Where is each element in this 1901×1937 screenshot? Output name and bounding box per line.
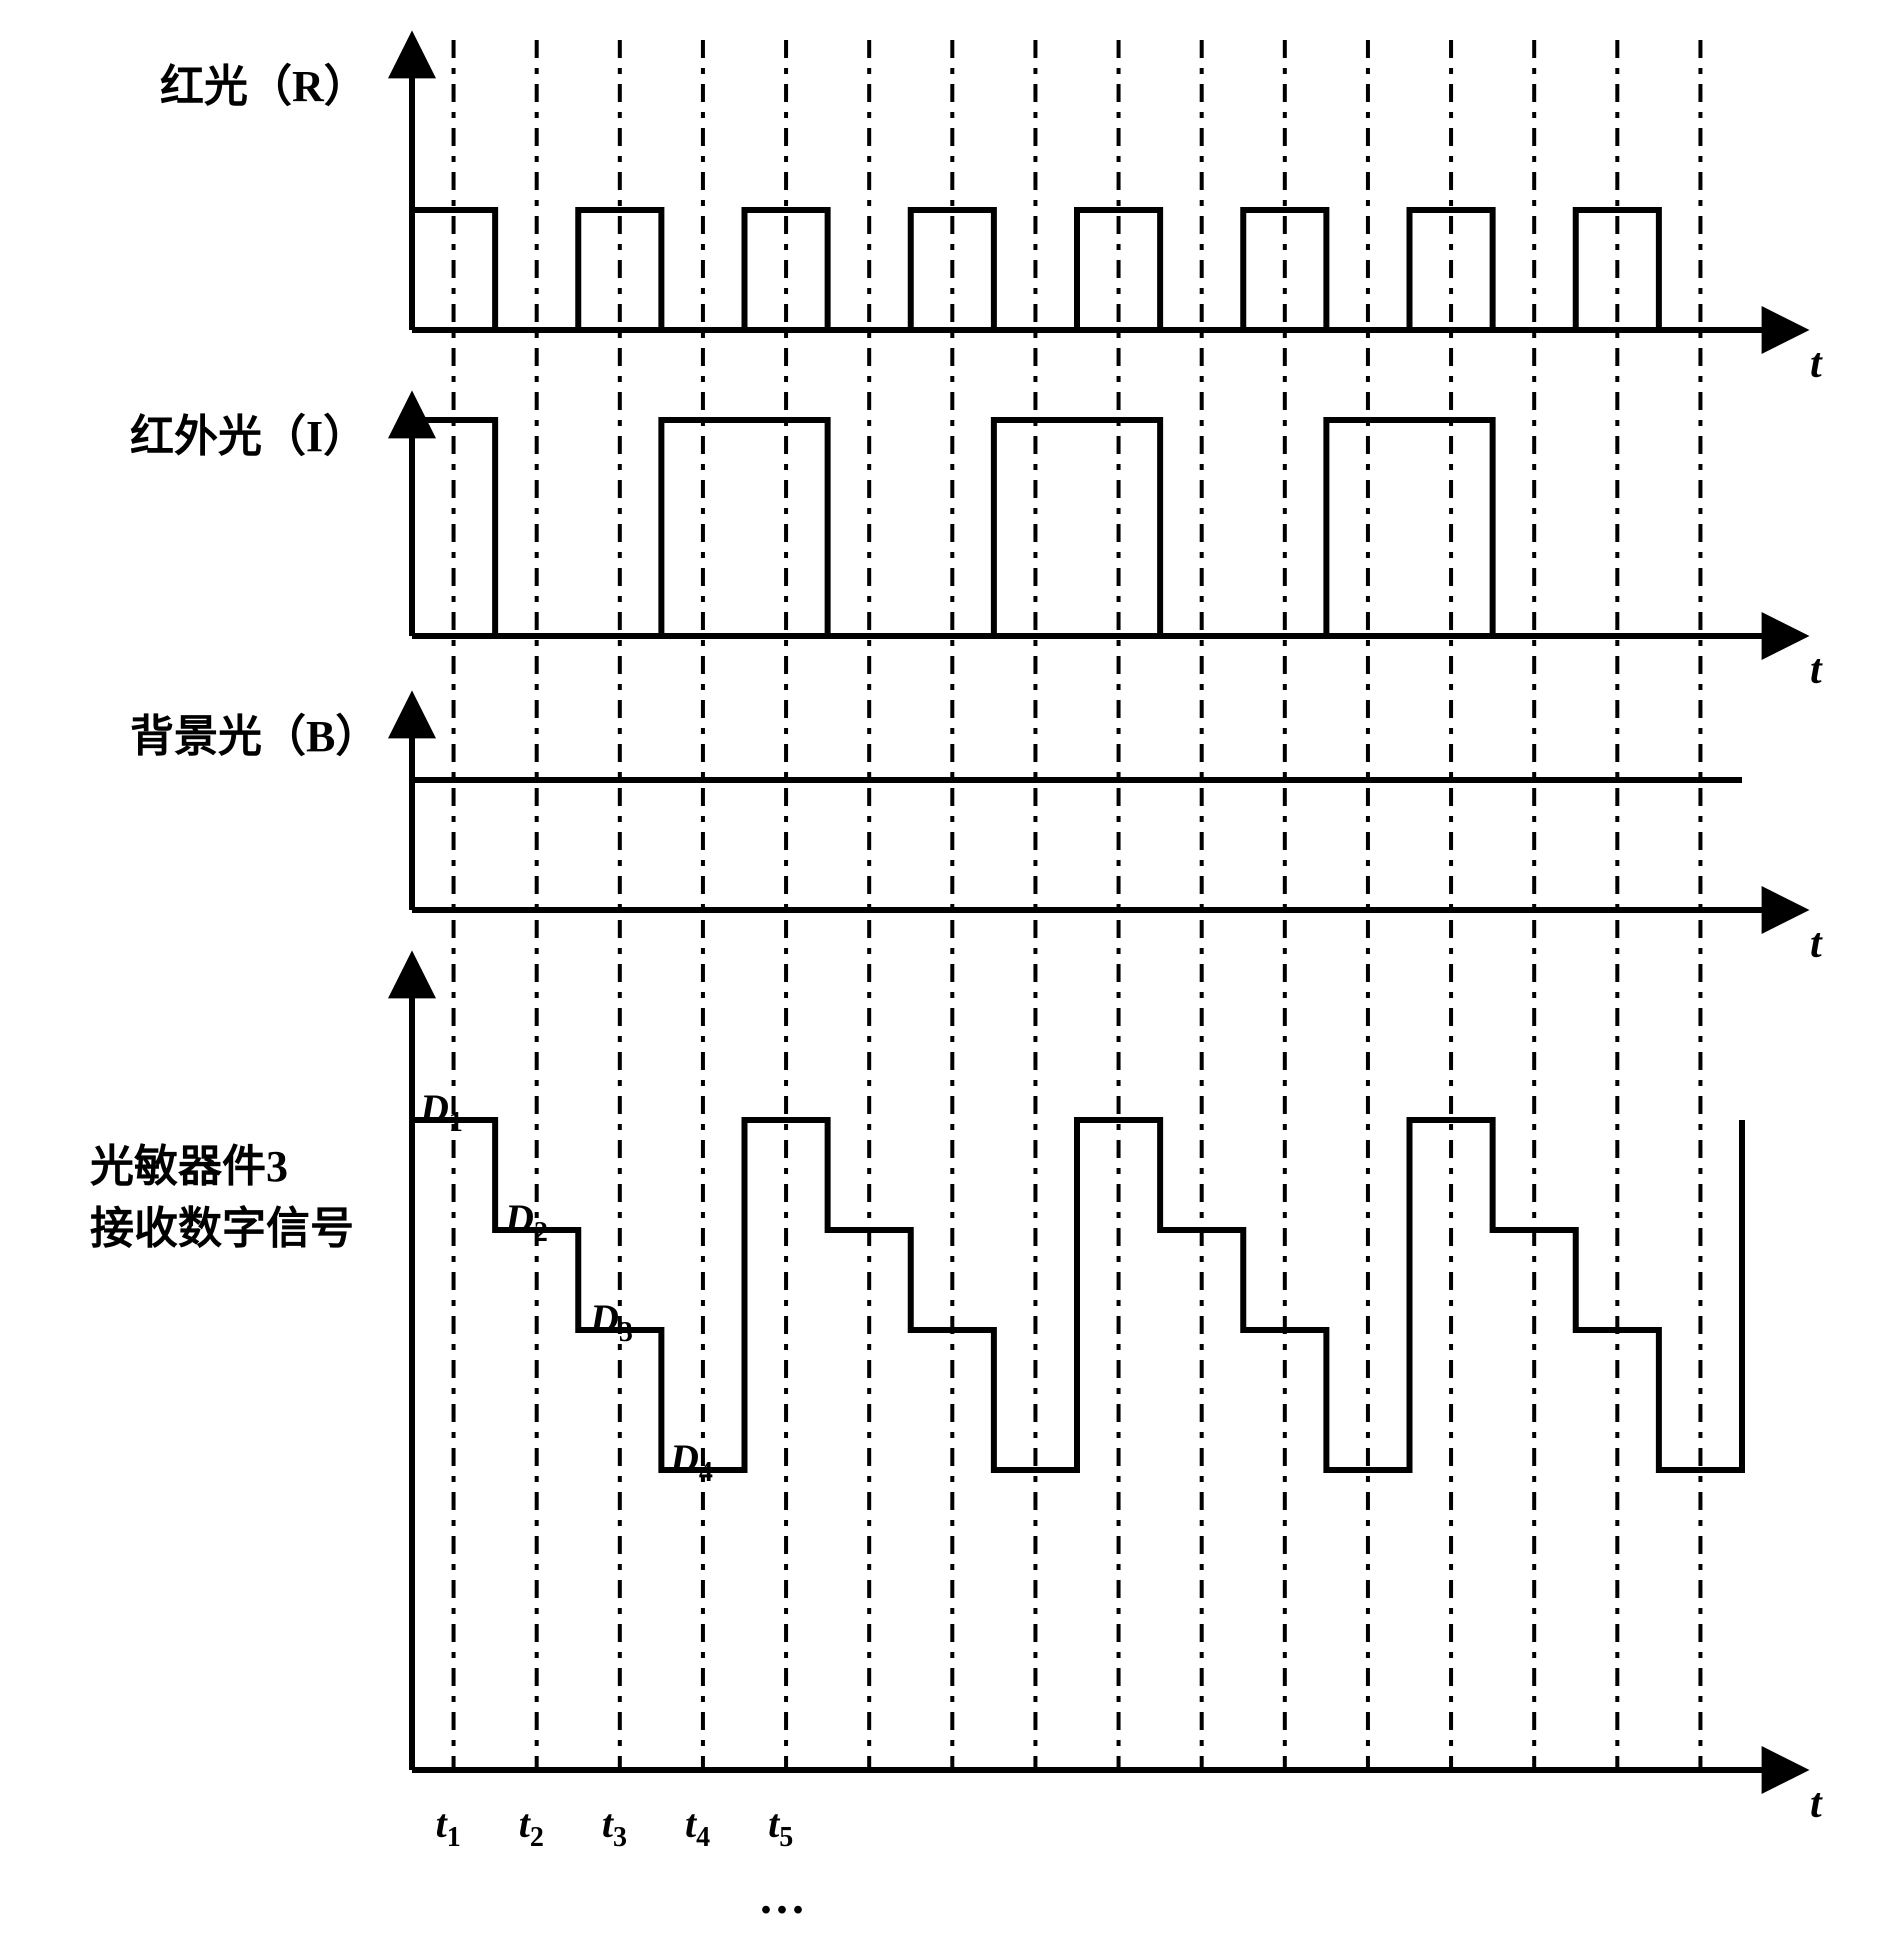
time-label-3: t3	[602, 1800, 627, 1854]
signal-label-line1: 光敏器件3	[90, 1130, 288, 1194]
d-label-1: D1	[420, 1085, 463, 1139]
t-axis-background: t	[1810, 920, 1822, 968]
red-light-label: 红光（R）	[160, 50, 368, 114]
d-label-2: D2	[505, 1195, 548, 1249]
time-label-4: t4	[685, 1800, 710, 1854]
timing-diagram	[0, 0, 1901, 1937]
time-label-1: t1	[436, 1800, 461, 1854]
ellipsis: ...	[760, 1870, 808, 1925]
t-axis-signal: t	[1810, 1780, 1822, 1828]
t-axis-infrared: t	[1810, 646, 1822, 694]
d-label-3: D3	[590, 1295, 633, 1349]
infrared-light-label: 红外光（I）	[130, 400, 367, 464]
t-axis-red: t	[1810, 340, 1822, 388]
signal-label-line2: 接收数字信号	[90, 1192, 354, 1256]
time-label-5: t5	[768, 1800, 793, 1854]
background-light-label: 背景光（B）	[130, 700, 379, 764]
time-label-2: t2	[519, 1800, 544, 1854]
d-label-4: D4	[670, 1435, 713, 1489]
